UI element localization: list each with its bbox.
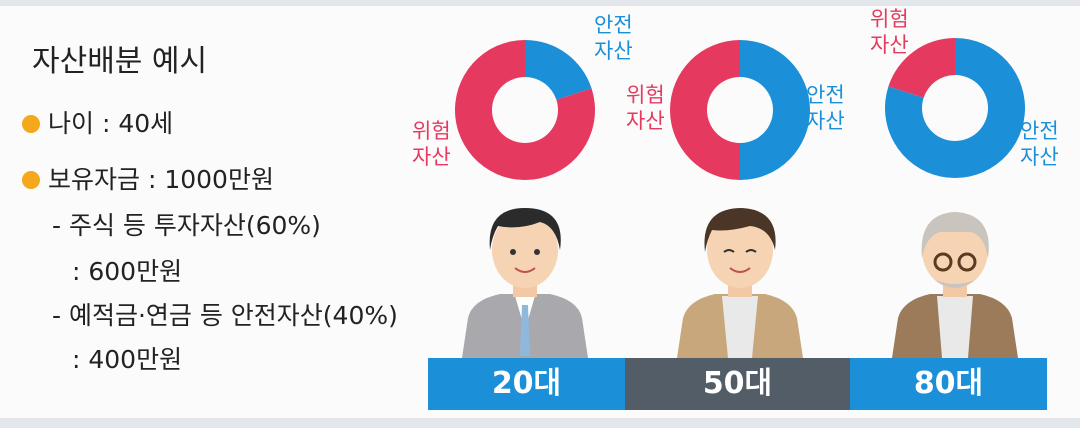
detail-line: - 주식 등 투자자산(60%)	[52, 211, 321, 240]
age-label: 80대	[850, 358, 1047, 410]
bullet: 나이 : 40세	[22, 104, 173, 140]
age-label: 20대	[428, 358, 625, 410]
person-20s	[462, 208, 588, 358]
donut-slice	[525, 40, 592, 100]
slice-label: 안전 자산	[806, 83, 845, 133]
detail-line: : 400만원	[72, 345, 183, 374]
bottom-strip	[0, 418, 1080, 428]
slice-label: 위험 자산	[626, 83, 665, 133]
age-label: 50대	[625, 358, 850, 410]
top-strip	[0, 0, 1080, 6]
donut-slice	[454, 39, 596, 180]
donut-slice	[888, 38, 955, 98]
person-80s	[892, 212, 1018, 358]
donut-slice	[670, 40, 740, 180]
detail-line: - 예적금·연금 등 안전자산(40%)	[52, 301, 398, 330]
slice-label: 안전 자산	[1020, 119, 1059, 169]
bullet: 보유자금 : 1000만원	[22, 160, 274, 196]
slice-label: 안전 자산	[594, 13, 633, 63]
person-50s	[677, 208, 803, 358]
panel-title: 자산배분 예시	[32, 44, 208, 79]
slice-label: 위험 자산	[870, 7, 909, 57]
donut-slice	[884, 38, 1025, 178]
detail-line: : 600만원	[72, 257, 183, 286]
donut-slice	[740, 40, 810, 180]
slice-label: 위험 자산	[412, 119, 451, 169]
